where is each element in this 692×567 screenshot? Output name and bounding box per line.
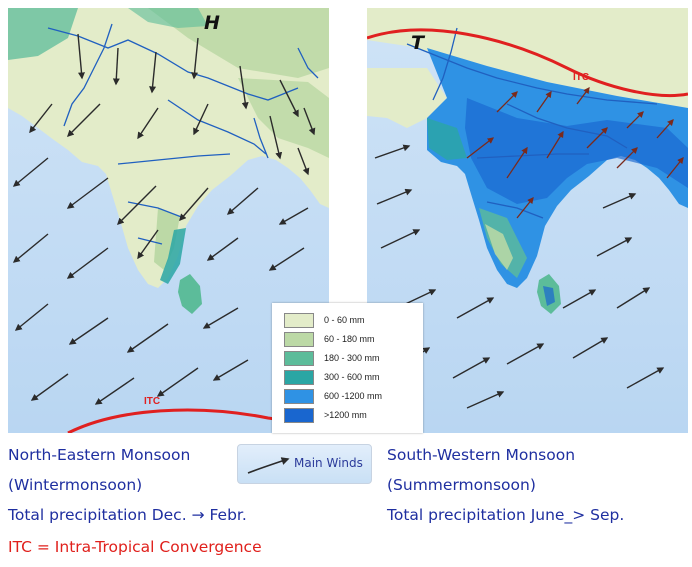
legend-swatch bbox=[284, 351, 314, 366]
legend-swatch bbox=[284, 370, 314, 385]
left-caption-title: North-Eastern Monsoon bbox=[8, 446, 191, 464]
legend-swatch bbox=[284, 313, 314, 328]
itc-label-left: ITC bbox=[144, 396, 161, 407]
left-caption-subtitle: (Wintermonsoon) bbox=[8, 476, 143, 494]
itc-definition-note: ITC = Intra-Tropical Convergence bbox=[8, 538, 262, 556]
wind-arrows bbox=[12, 33, 316, 405]
wind-arrow-icon bbox=[247, 457, 290, 474]
legend-swatch bbox=[284, 408, 314, 423]
winter-monsoon-map: H ITC bbox=[8, 8, 329, 433]
right-caption-precipitation: Total precipitation June_> Sep. bbox=[387, 506, 625, 524]
high-pressure-label: H bbox=[204, 12, 220, 34]
main-winds-key: Main Winds bbox=[237, 444, 372, 484]
sri-lanka bbox=[178, 274, 202, 314]
land-area bbox=[8, 8, 329, 288]
low-pressure-label: T bbox=[411, 32, 424, 54]
precipitation-legend: 0 - 60 mm 60 - 180 mm 180 - 300 mm 300 -… bbox=[272, 303, 423, 433]
moderate-rain-area bbox=[8, 8, 329, 78]
itc-line bbox=[367, 28, 688, 98]
land-wind-arrows bbox=[466, 86, 684, 219]
itc-label-right: ITC bbox=[573, 72, 590, 83]
rivers bbox=[47, 23, 319, 245]
right-caption-subtitle: (Summermonsoon) bbox=[387, 476, 536, 494]
left-caption-precipitation: Total precipitation Dec. → Febr. bbox=[8, 506, 247, 524]
main-winds-label: Main Winds bbox=[294, 456, 363, 470]
wind-arrows bbox=[374, 144, 665, 409]
right-caption-title: South-Western Monsoon bbox=[387, 446, 576, 464]
rivers bbox=[406, 27, 658, 219]
legend-swatch bbox=[284, 389, 314, 404]
legend-swatch bbox=[284, 332, 314, 347]
